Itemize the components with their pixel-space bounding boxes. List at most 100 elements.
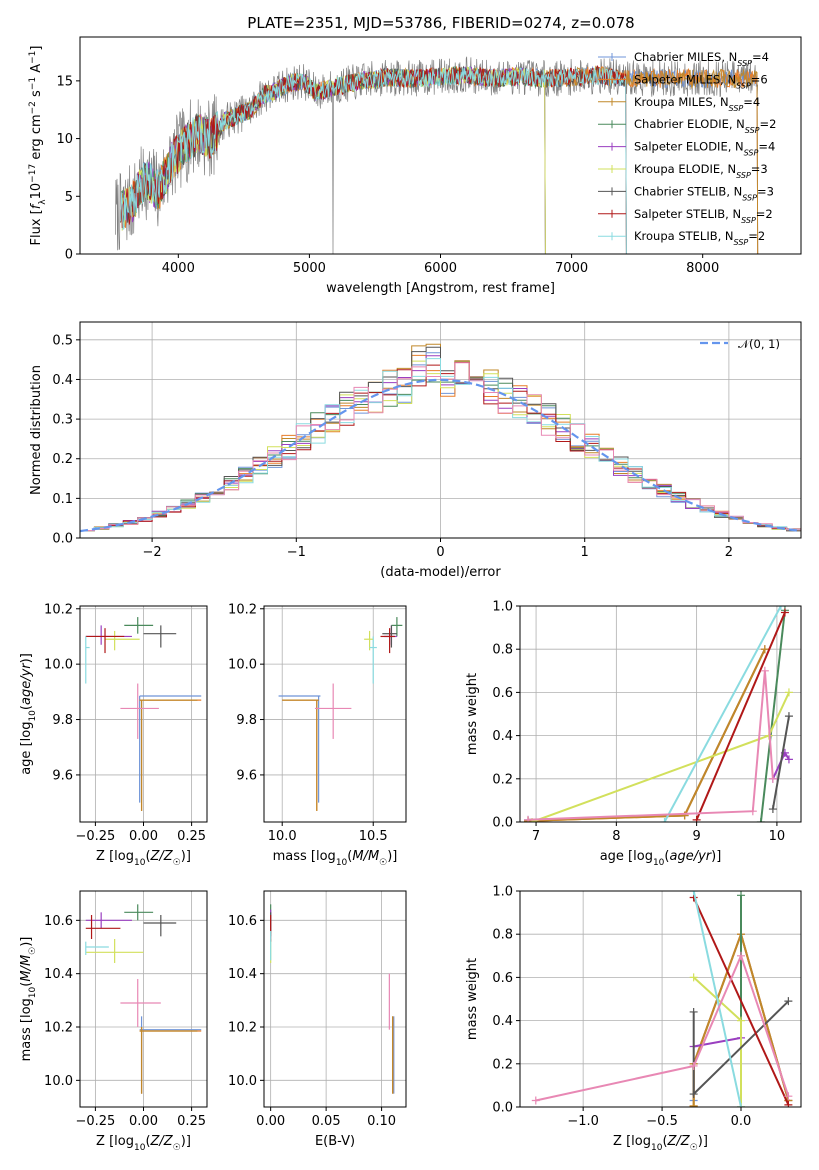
label-part: ☉ bbox=[690, 1143, 698, 1153]
plot-area bbox=[80, 343, 801, 533]
y-tick-label: 10.0 bbox=[44, 658, 73, 673]
axes-frame bbox=[519, 890, 802, 1108]
y-tick-label: 1.0 bbox=[492, 885, 513, 900]
legend-text: Chabrier ELODIE, N bbox=[634, 117, 745, 131]
model-spectrum-chabrier-stelib bbox=[120, 65, 627, 254]
y-tick-label: 0.2 bbox=[492, 772, 513, 787]
label-part: ☉ bbox=[28, 947, 38, 955]
x-tick-label: 10.5 bbox=[359, 829, 388, 844]
y-tick-label: 15 bbox=[56, 74, 73, 89]
plot-area bbox=[278, 617, 403, 811]
grid-lines bbox=[520, 605, 801, 823]
label-part: −1 bbox=[28, 51, 38, 64]
y-tick-label: 10.6 bbox=[228, 914, 257, 929]
x-axis-label: Z [log10(Z/Z☉)] bbox=[96, 1134, 191, 1153]
label-part: ( bbox=[19, 705, 34, 710]
weight-line-chabrier-miles bbox=[527, 648, 766, 821]
x-axis-label: Z [log10(Z/Z☉)] bbox=[613, 1134, 708, 1153]
axes-frame bbox=[79, 36, 802, 255]
y-tick-label: 10.2 bbox=[228, 1021, 257, 1036]
spectrum-lines bbox=[115, 56, 759, 254]
y-tick-label: 0.6 bbox=[492, 686, 513, 701]
label-part: Z [log bbox=[96, 849, 134, 864]
y-tick-label: 0.3 bbox=[52, 413, 73, 428]
weight-marker bbox=[756, 818, 765, 822]
y-tick-label: 10.0 bbox=[228, 1074, 257, 1089]
grid-lines bbox=[80, 606, 207, 822]
legend-tail: =4 bbox=[758, 140, 775, 154]
weight-marker bbox=[689, 891, 698, 895]
grid-lines bbox=[264, 606, 406, 822]
y-tick-label: 10.2 bbox=[44, 1021, 73, 1036]
y-axis-label: mass [log10(M/M☉)] bbox=[19, 937, 38, 1062]
weight-line-extra bbox=[527, 670, 774, 821]
weight-marker bbox=[784, 712, 793, 721]
label-part: f bbox=[29, 202, 44, 209]
weight-line-salpeter-stelib bbox=[692, 897, 790, 1106]
y-tick-label: 10.6 bbox=[44, 914, 73, 929]
axes-frame bbox=[263, 605, 407, 823]
x-tick-label: 6000 bbox=[424, 261, 457, 276]
plot-area bbox=[85, 617, 202, 811]
y-tick-label: 10.2 bbox=[44, 602, 73, 617]
x-tick-label: 0.0 bbox=[731, 1114, 752, 1129]
y-tick-label: 9.8 bbox=[52, 713, 73, 728]
panel-EBV-mass: 0.00 0.05 0.10 10.0 10.2 10.4 10.6 E(B-V) bbox=[228, 890, 407, 1149]
legend-sub: SSP bbox=[744, 148, 759, 157]
weight-marker bbox=[776, 606, 785, 610]
label-part: Normed distribution bbox=[29, 365, 44, 495]
legend-text: Salpeter STELIB, N bbox=[634, 207, 741, 221]
legend-sub: SSP bbox=[736, 81, 751, 90]
label-part: )] bbox=[387, 849, 397, 864]
y-tick-label: 0.1 bbox=[52, 492, 73, 507]
legend-tail: =4 bbox=[743, 95, 760, 109]
legend-tail: =2 bbox=[756, 207, 773, 221]
legend-tail: =4 bbox=[752, 50, 769, 64]
y-tick-label: 0.8 bbox=[492, 928, 513, 943]
x-tick-label: −2 bbox=[143, 545, 162, 560]
x-tick-label: −0.25 bbox=[75, 829, 115, 844]
weight-line-chabrier-elodie bbox=[759, 610, 786, 822]
label-part: mass [log bbox=[19, 998, 34, 1061]
weight-marker bbox=[689, 1061, 698, 1070]
x-tick-label: 0.10 bbox=[367, 1114, 396, 1129]
label-part: ( bbox=[662, 1134, 667, 1149]
legend-text: Chabrier STELIB, N bbox=[634, 184, 742, 198]
legend-text: Salpeter MILES, N bbox=[634, 72, 736, 86]
y-tick-label: 10.0 bbox=[228, 658, 257, 673]
y-tick-label: 10.2 bbox=[228, 602, 257, 617]
axes-frame bbox=[79, 890, 208, 1108]
weight-line-extra bbox=[535, 953, 790, 1102]
x-tick-label: −0.25 bbox=[75, 1114, 115, 1129]
x-tick-label: 9 bbox=[692, 829, 700, 844]
grid-lines bbox=[264, 891, 406, 1107]
label-part: 10 bbox=[134, 1143, 146, 1153]
y-axis-label: age [log10(age/yr)] bbox=[19, 653, 38, 775]
x-tick-label: −1 bbox=[287, 545, 306, 560]
label-part: )] bbox=[19, 653, 34, 663]
plot-area bbox=[270, 904, 395, 1094]
label-part: Z [log bbox=[96, 1134, 134, 1149]
x-tick-label: 8 bbox=[612, 829, 620, 844]
panel-residuals: −2 −1 0 1 2 0.0 0.1 0.2 0.3 0.4 0.5 (data-model)/er… bbox=[29, 321, 802, 580]
plot-area bbox=[524, 606, 793, 822]
axes-frame bbox=[519, 605, 802, 823]
label-part: )] bbox=[711, 849, 721, 864]
label-part: ☉ bbox=[173, 1143, 181, 1153]
weight-marker bbox=[784, 997, 793, 1006]
label-part: −2 bbox=[28, 101, 38, 114]
weight-marker bbox=[784, 688, 793, 697]
plot-area bbox=[85, 904, 202, 1094]
weight-marker bbox=[692, 815, 701, 822]
y-tick-label: 0 bbox=[65, 248, 73, 263]
normal-curve bbox=[80, 378, 799, 533]
y-tick-label: 10 bbox=[56, 132, 73, 147]
label-part: )] bbox=[181, 849, 191, 864]
legend-text: Kroupa STELIB, N bbox=[634, 229, 734, 243]
x-tick-label: 10.0 bbox=[268, 829, 297, 844]
legend-entry: 𝒩(0, 1) bbox=[738, 337, 780, 351]
label-part: 10 bbox=[653, 858, 665, 868]
weight-line-salpeter-miles bbox=[527, 648, 766, 822]
